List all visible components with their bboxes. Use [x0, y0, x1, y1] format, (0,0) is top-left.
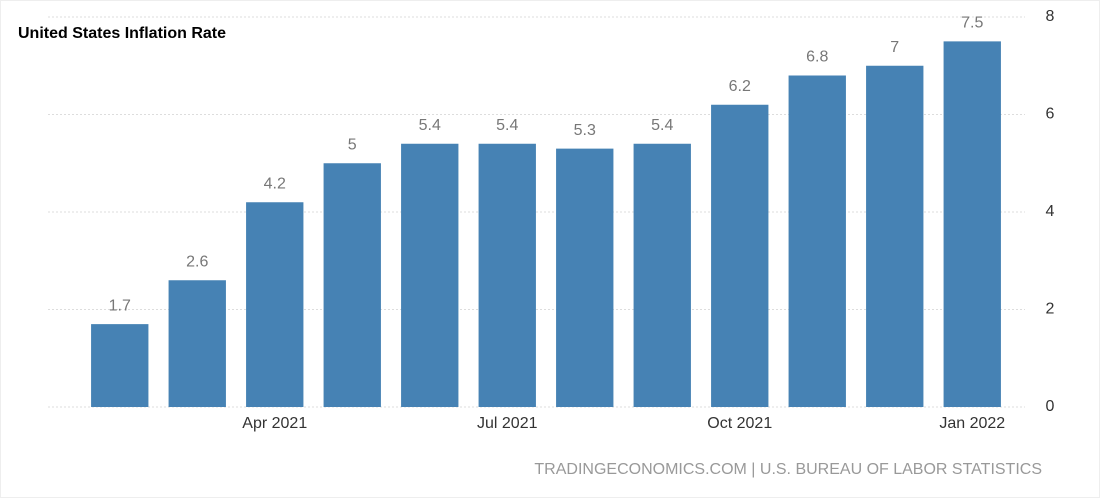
bar [866, 65, 924, 407]
value-label: 7.5 [961, 15, 983, 32]
y-tick-label: 4 [1046, 203, 1055, 220]
y-tick-label: 2 [1046, 301, 1055, 318]
y-tick-label: 0 [1046, 398, 1055, 415]
bar [91, 324, 149, 407]
value-label: 5.4 [651, 117, 673, 134]
x-tick-label: Jan 2022 [939, 415, 1005, 432]
bar [401, 143, 459, 407]
value-label: 7 [890, 39, 899, 56]
value-label: 5 [348, 136, 357, 153]
y-tick-label: 6 [1046, 106, 1055, 123]
value-label: 5.3 [574, 122, 596, 139]
bar [711, 104, 769, 407]
value-label: 6.8 [806, 49, 828, 66]
chart-title: United States Inflation Rate [18, 25, 226, 42]
x-tick-label: Apr 2021 [242, 415, 307, 432]
value-label: 5.4 [419, 117, 441, 134]
x-tick-label: Jul 2021 [477, 415, 538, 432]
value-label: 6.2 [729, 78, 751, 95]
bar [633, 143, 691, 407]
bar [478, 143, 536, 407]
bar [168, 280, 226, 407]
x-tick-label: Oct 2021 [707, 415, 772, 432]
bar [943, 41, 1001, 407]
bar [788, 75, 846, 407]
value-label: 1.7 [109, 297, 131, 314]
value-label: 5.4 [496, 117, 518, 134]
y-tick-label: 8 [1046, 8, 1055, 25]
bar [323, 163, 381, 407]
bar [246, 202, 304, 407]
value-label: 2.6 [186, 253, 208, 270]
source: TRADINGECONOMICS.COM | U.S. BUREAU OF LA… [534, 461, 1042, 478]
bar [556, 148, 614, 407]
value-label: 4.2 [264, 175, 286, 192]
